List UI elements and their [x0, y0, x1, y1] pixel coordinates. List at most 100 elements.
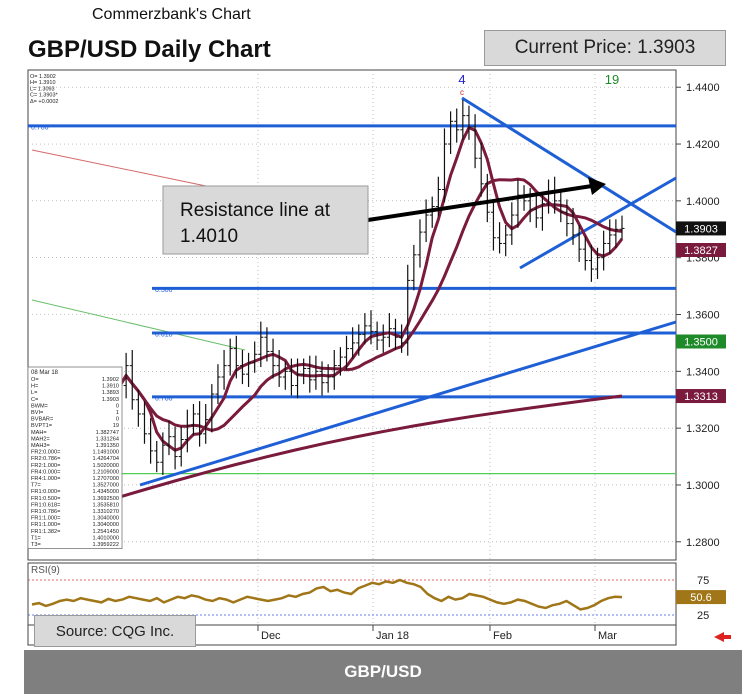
study-legend-key: MAH3=	[31, 443, 50, 449]
study-legend-value: 1.3910	[102, 384, 119, 390]
price-tag-label: 1.3903	[684, 223, 718, 235]
ohlc-legend-row: H= 1.3910	[30, 80, 56, 86]
study-legend-value: 1.2541450	[93, 529, 119, 535]
study-legend-value: 1.331264	[96, 436, 119, 442]
rsi-label: RSI(9)	[31, 565, 60, 576]
study-legend-value: 1.3959222	[93, 542, 119, 548]
scroll-arrow-tail	[723, 635, 731, 639]
study-legend-key: FR2:0.786=	[31, 456, 60, 462]
study-legend-value: 1.391350	[96, 443, 119, 449]
support-trendline	[139, 320, 677, 487]
page-title: GBP/USD Daily Chart	[28, 36, 271, 63]
study-legend-key: BVI=	[31, 410, 43, 416]
y-tick-label: 1.4400	[686, 82, 720, 94]
ohlc-legend-row: C= 1.3903*	[30, 93, 59, 99]
price-tag-box	[676, 389, 726, 404]
current-price-box: Current Price: 1.3903	[484, 30, 726, 66]
study-legend-key: T3=	[31, 542, 41, 548]
resistance-callout-line2: 1.4010	[180, 226, 238, 247]
study-legend-key: FR4:1.000=	[31, 476, 60, 482]
footer-title: GBP/USD	[24, 650, 742, 694]
price-tag-label: 1.3313	[684, 391, 718, 403]
study-legend-date: 08 Mar 18	[31, 370, 59, 376]
cycle-count-label: 4	[458, 72, 465, 87]
x-tick-label: Dec	[261, 630, 281, 642]
study-legend-value: 1.3692500	[93, 496, 119, 502]
study-legend-value: 1.5020000	[93, 463, 119, 469]
source-label: Source: CQG Inc.	[34, 615, 196, 647]
study-legend-key: FR4:0.000=	[31, 469, 60, 475]
moving-average-slow	[27, 394, 623, 527]
cycle-count-label: 19	[605, 72, 619, 87]
rsi-current-label: 50.6	[690, 592, 711, 604]
study-legend-key: FR1:1.000=	[31, 522, 60, 528]
resistance-arrowhead	[588, 177, 606, 195]
fib-level-label: 0.500	[155, 287, 173, 294]
triangle-upper-line	[461, 96, 677, 234]
study-legend-box	[27, 366, 123, 550]
study-legend-value: 1.3535810	[93, 502, 119, 508]
cycle-marker: c	[460, 88, 464, 97]
study-legend-key: FR1:0.618=	[31, 502, 60, 508]
rsi-line	[31, 578, 623, 611]
ohlc-legend-row: L= 1.3093	[30, 86, 55, 92]
price-tag-box	[676, 334, 726, 349]
study-legend-value: 1.3040000	[93, 522, 119, 528]
rsi-tick-label: 75	[697, 575, 709, 587]
study-legend-value: 19	[113, 423, 119, 429]
study-legend-value: 0	[116, 403, 119, 409]
price-tag-label: 1.3500	[684, 336, 718, 348]
study-legend-value: 1.3893	[102, 390, 119, 396]
y-tick-label: 1.2800	[686, 537, 720, 549]
x-tick-label: Jan 18	[376, 630, 409, 642]
cycle-counts: 4 19 c	[458, 72, 619, 97]
study-legend-value: 1.382747	[96, 430, 119, 436]
study-legend-value: 1.4010000	[93, 535, 119, 541]
study-legend-key: H=	[31, 384, 38, 390]
scroll-arrow-icon[interactable]	[714, 632, 724, 642]
study-legend-key: FR1:0.786=	[31, 509, 60, 515]
study-legend-value: 1.3527000	[93, 483, 119, 489]
study-legend-key: FR2:0.000=	[31, 450, 60, 456]
study-legend-key: FR1:0.000=	[31, 489, 60, 495]
resistance-callout-box	[162, 185, 369, 255]
study-legend-value: 1.3903	[102, 397, 119, 403]
chart-caption: Commerzbank's Chart	[92, 6, 251, 23]
study-legend-key: MAH=	[31, 430, 47, 436]
study-legend-key: BWM=	[31, 403, 48, 409]
study-legend-value: 0	[116, 417, 119, 423]
study-legend-key: BVBAR=	[31, 417, 53, 423]
study-legend-value: 1.1491000	[93, 450, 119, 456]
chart: 1.44001.42001.40001.38001.36001.34001.32…	[27, 69, 731, 646]
study-legend-value: 1.4345000	[93, 489, 119, 495]
fib-level-label: 0.786	[31, 124, 49, 131]
fib-level-label: 0.786	[155, 395, 173, 402]
study-legend-key: C=	[31, 397, 38, 403]
study-legend-key: T7=	[31, 483, 41, 489]
x-tick-label: Mar	[598, 630, 617, 642]
ohlc-legend-row: O= 1.3902	[30, 74, 56, 80]
rsi-current-tag	[676, 590, 726, 605]
price-tag-box	[676, 221, 726, 236]
study-legend-key: FR1:1.000=	[31, 516, 60, 522]
y-tick-label: 1.3600	[686, 310, 720, 322]
y-axis-ticks: 1.44001.42001.40001.38001.36001.34001.32…	[676, 82, 720, 549]
y-tick-label: 1.3400	[686, 366, 720, 378]
y-tick-label: 1.4000	[686, 196, 720, 208]
y-tick-label: 1.4200	[686, 139, 720, 151]
price-tag-box	[676, 243, 726, 258]
resistance-arrow	[367, 184, 593, 222]
y-tick-label: 1.3200	[686, 423, 720, 435]
study-legend-value: 1.3310270	[93, 509, 119, 515]
green-trend-line	[31, 299, 246, 351]
y-tick-label: 1.3000	[686, 480, 720, 492]
x-tick-label: Feb	[493, 630, 512, 642]
rsi-tick-label: 25	[697, 610, 709, 622]
study-legend-key: MAH2=	[31, 436, 50, 442]
study-legend-value: 1.2707000	[93, 476, 119, 482]
study-legend-value: 1.3040000	[93, 516, 119, 522]
study-legend-key: L=	[31, 390, 37, 396]
x-axis-ticks: Dec Jan 18 Feb Mar	[257, 625, 617, 642]
study-legend: 08 Mar 18O= 1.3902 H= 1.3910 L= 1.3893 C= 1.390…	[27, 366, 123, 550]
